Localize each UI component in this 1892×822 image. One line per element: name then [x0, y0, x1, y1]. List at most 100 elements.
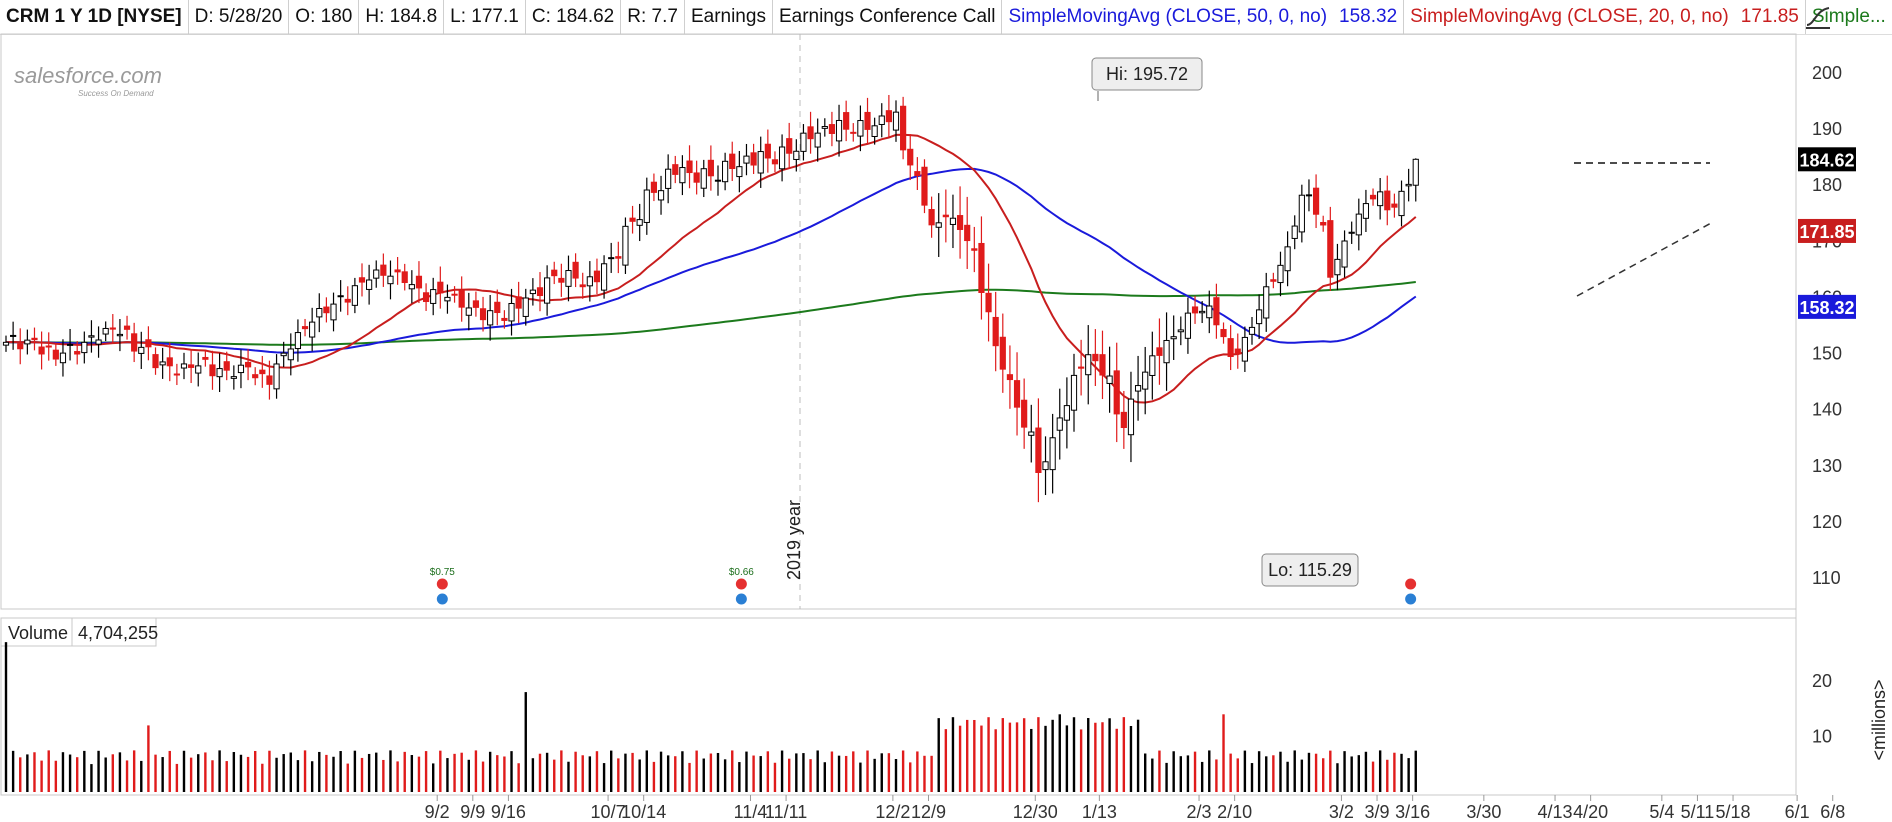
candle-body [579, 284, 586, 288]
support-trendline[interactable] [1576, 221, 1714, 297]
candle [81, 331, 88, 364]
volume-bar [980, 725, 983, 792]
candle-body [679, 167, 686, 184]
conference-call-icon[interactable] [1405, 578, 1417, 590]
candle [131, 322, 138, 363]
candle [1113, 342, 1120, 443]
candle-body [1270, 279, 1277, 282]
candle-body [95, 339, 102, 345]
candle [1142, 346, 1149, 415]
candle-body [821, 126, 828, 129]
price-tick-label: 130 [1812, 456, 1842, 476]
volume-bar [26, 754, 29, 792]
candle [1127, 371, 1135, 463]
earnings-marker[interactable]: $0.66 [729, 567, 754, 605]
candle [1035, 398, 1042, 503]
candle-body [757, 151, 764, 174]
price-tag: 171.85 [1798, 218, 1856, 243]
candle [885, 94, 892, 138]
candle-body [529, 289, 536, 295]
candle [273, 354, 280, 399]
candle-body [586, 276, 593, 287]
symbol-label[interactable]: CRM 1 Y 1D [NYSE] [0, 0, 189, 34]
low-annotation-text: Lo: 115.29 [1268, 560, 1352, 580]
candle [330, 292, 337, 332]
candle-body [1405, 183, 1412, 187]
candle [1191, 295, 1199, 324]
candle-body [814, 132, 821, 148]
earnings-marker[interactable] [1405, 578, 1417, 605]
candle-body [1341, 240, 1348, 268]
candle-body [1078, 366, 1085, 369]
volume-bar [759, 756, 762, 792]
candle-body [522, 297, 529, 317]
conference-call-icon[interactable] [735, 578, 747, 590]
volume-bar [681, 751, 684, 792]
volume-tick-label: 10 [1812, 727, 1832, 747]
drawing-tool-icon[interactable] [1804, 4, 1832, 30]
volume-bar [1058, 714, 1061, 792]
candle-body [316, 308, 323, 318]
candle-body [1056, 417, 1063, 431]
earnings-icon[interactable] [735, 593, 747, 605]
price-tick-label: 110 [1812, 568, 1841, 588]
candle [650, 173, 658, 202]
volume-bar [994, 729, 997, 792]
earnings-icon[interactable] [1405, 593, 1417, 605]
conference-call-study[interactable]: Earnings Conference Call [773, 0, 1003, 34]
candle [843, 100, 850, 142]
candle-body [401, 271, 408, 284]
candle [479, 296, 487, 332]
candle-body [472, 300, 480, 308]
candle-body [949, 217, 957, 225]
candle-body [778, 146, 786, 170]
candle [1284, 231, 1291, 287]
volume-bar [666, 755, 670, 792]
earnings-marker[interactable]: $0.75 [430, 567, 455, 605]
volume-bar [873, 758, 876, 792]
candle [565, 255, 572, 302]
volume-bar [1329, 750, 1332, 792]
volume-bar [1215, 759, 1218, 792]
volume-bar [446, 758, 449, 792]
earnings-icon[interactable] [436, 593, 448, 605]
sma20-study-label[interactable]: SimpleMovingAvg (CLOSE, 20, 0, no) [1410, 6, 1729, 27]
sma200-study-label[interactable]: Simple... [1811, 6, 1886, 27]
candle [280, 341, 287, 368]
conference-call-icon[interactable] [436, 578, 448, 590]
date-tick-label: 3/2 [1329, 802, 1354, 822]
candle [793, 139, 800, 172]
date-tick-label: 11/11 [765, 802, 807, 822]
volume-bar [987, 717, 990, 792]
candle [316, 293, 323, 333]
candle [714, 165, 722, 196]
price-tag-label: 158.32 [1799, 298, 1854, 318]
date-tick-label: 3/16 [1395, 802, 1430, 822]
candle [422, 283, 430, 311]
candle [387, 260, 394, 300]
candle [180, 352, 188, 380]
candle-body [921, 166, 928, 206]
volume-bar [545, 752, 549, 792]
candle [771, 151, 779, 173]
volume-bar [1001, 718, 1004, 792]
volume-legend-box [0, 617, 157, 647]
volume-bar [182, 750, 186, 792]
candle-body [479, 308, 487, 321]
candle [1085, 325, 1092, 405]
volume-bar [211, 760, 214, 792]
volume-bar [1008, 722, 1012, 792]
candle-body [1305, 194, 1313, 197]
volume-bar [54, 760, 58, 792]
candle-body [964, 224, 971, 242]
candle-body [928, 209, 935, 226]
volume-bar [68, 754, 72, 792]
candle-body [173, 373, 180, 376]
sma50-study-label[interactable]: SimpleMovingAvg (CLOSE, 50, 0, no) [1008, 6, 1328, 27]
chart-header: CRM 1 Y 1D [NYSE] D: 5/28/20 O: 180 H: 184.… [0, 0, 1892, 35]
candle [665, 154, 672, 204]
earnings-study[interactable]: Earnings [685, 0, 773, 34]
volume-bar [524, 692, 527, 792]
candle-body [857, 120, 864, 137]
